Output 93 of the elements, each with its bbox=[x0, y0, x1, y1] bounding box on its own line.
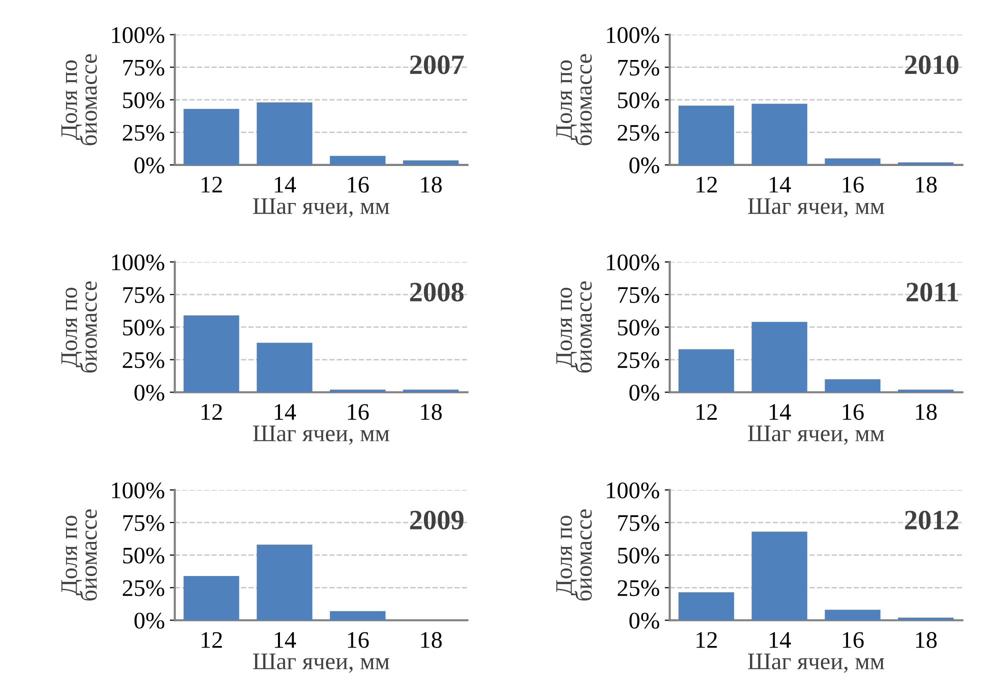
x-tick-label: 12 bbox=[202, 404, 222, 420]
y-tick-label: 50% bbox=[618, 548, 660, 564]
y-tick-label: 75% bbox=[123, 287, 164, 304]
bar bbox=[752, 104, 808, 165]
y-tick-label: 0% bbox=[629, 384, 660, 401]
y-tick-label: 25% bbox=[122, 352, 164, 368]
y-tick-label: 25% bbox=[618, 580, 660, 596]
x-tick-label: 12 bbox=[696, 404, 717, 420]
y-tick-label: 25% bbox=[618, 352, 660, 368]
bar bbox=[824, 158, 880, 165]
x-tick-label: 18 bbox=[421, 176, 442, 193]
annotation: 2012 bbox=[905, 510, 958, 530]
y-tick-label: 50% bbox=[618, 92, 660, 108]
x-tick-label: 14 bbox=[274, 404, 296, 420]
y-tick-label: 0% bbox=[134, 384, 164, 401]
y-tick-label: 50% bbox=[123, 92, 164, 108]
y-tick-label: 75% bbox=[123, 515, 164, 532]
bar bbox=[898, 618, 954, 620]
bar bbox=[256, 544, 312, 620]
y-tick-label: 0% bbox=[629, 157, 660, 174]
y-tick-label: 25% bbox=[122, 124, 164, 141]
x-tick-label: 14 bbox=[770, 176, 791, 192]
y-tick-label: 75% bbox=[618, 60, 660, 76]
annotation: 2007 bbox=[410, 55, 464, 74]
x-tick-label: 12 bbox=[696, 632, 717, 648]
x-tick-label: 14 bbox=[770, 632, 791, 648]
x-axis-title: Шаг ячеи, мм bbox=[748, 198, 884, 218]
x-tick-label: 14 bbox=[274, 632, 296, 648]
x-axis-title: Шаг ячеи, мм bbox=[253, 426, 390, 445]
y-tick-label: 75% bbox=[618, 287, 660, 304]
y-tick-label: 100% bbox=[112, 482, 164, 498]
bar bbox=[752, 322, 808, 392]
x-tick-label: 16 bbox=[842, 632, 864, 648]
x-axis-title: Шаг ячеи, мм bbox=[253, 198, 390, 218]
bar bbox=[184, 315, 240, 392]
y-tick-label: 100% bbox=[606, 254, 660, 270]
y-tick-label: 75% bbox=[123, 60, 164, 76]
x-tick-label: 16 bbox=[842, 404, 864, 420]
x-tick-label: 16 bbox=[348, 632, 369, 648]
y-tick-label: 50% bbox=[123, 320, 164, 336]
bar bbox=[678, 592, 734, 620]
x-axis-title: Шаг ячеи, мм bbox=[253, 654, 390, 673]
x-tick-label: 12 bbox=[696, 176, 717, 192]
y-tick-label: 50% bbox=[123, 548, 164, 564]
bar bbox=[256, 102, 312, 165]
x-axis-title: Шаг ячеи, мм bbox=[748, 654, 884, 673]
bar bbox=[752, 532, 808, 620]
bar bbox=[678, 349, 734, 392]
y-tick-label: 100% bbox=[112, 254, 164, 270]
y-axis-title: Доля по биомассе bbox=[556, 54, 592, 146]
annotation: 2011 bbox=[906, 282, 958, 302]
y-axis-title: Доля по биомассе bbox=[556, 509, 592, 600]
y-tick-label: 0% bbox=[134, 612, 164, 629]
y-tick-label: 75% bbox=[618, 515, 660, 532]
y-axis-title: Доля по биомассе bbox=[61, 509, 97, 600]
y-tick-label: 25% bbox=[122, 580, 164, 596]
y-axis-title: Доля по биомассе bbox=[61, 54, 97, 146]
x-tick-label: 12 bbox=[202, 632, 222, 648]
bar bbox=[824, 610, 880, 620]
bar bbox=[256, 342, 312, 392]
x-tick-label: 18 bbox=[421, 632, 442, 648]
bar bbox=[184, 108, 240, 165]
annotation: 2009 bbox=[410, 510, 464, 530]
y-axis-title: Доля по биомассе bbox=[556, 281, 592, 372]
y-tick-label: 25% bbox=[618, 124, 660, 141]
x-tick-label: 12 bbox=[202, 176, 222, 192]
annotation: 2010 bbox=[905, 55, 958, 74]
bar bbox=[330, 156, 386, 165]
y-tick-label: 100% bbox=[606, 27, 660, 44]
y-tick-label: 100% bbox=[112, 27, 164, 44]
y-axis-title: Доля по биомассе bbox=[61, 281, 97, 372]
bar bbox=[898, 390, 954, 392]
x-tick-label: 14 bbox=[274, 176, 296, 192]
x-tick-label: 16 bbox=[348, 404, 369, 420]
x-tick-label: 16 bbox=[842, 176, 864, 193]
x-tick-label: 18 bbox=[916, 404, 937, 420]
x-axis-title: Шаг ячеи, мм bbox=[748, 426, 884, 445]
y-tick-label: 50% bbox=[618, 320, 660, 336]
bar bbox=[403, 390, 459, 392]
bar bbox=[330, 611, 386, 620]
x-tick-label: 18 bbox=[421, 404, 442, 420]
y-tick-label: 100% bbox=[606, 482, 660, 498]
x-tick-label: 18 bbox=[916, 176, 937, 193]
x-tick-label: 18 bbox=[916, 632, 937, 648]
bar bbox=[678, 106, 734, 165]
bar bbox=[824, 379, 880, 392]
x-tick-label: 16 bbox=[348, 176, 369, 193]
bar bbox=[184, 576, 240, 620]
bar bbox=[330, 390, 386, 392]
x-tick-label: 14 bbox=[770, 404, 791, 420]
annotation: 2008 bbox=[410, 282, 464, 302]
y-tick-label: 0% bbox=[629, 612, 660, 629]
y-tick-label: 0% bbox=[134, 157, 164, 174]
